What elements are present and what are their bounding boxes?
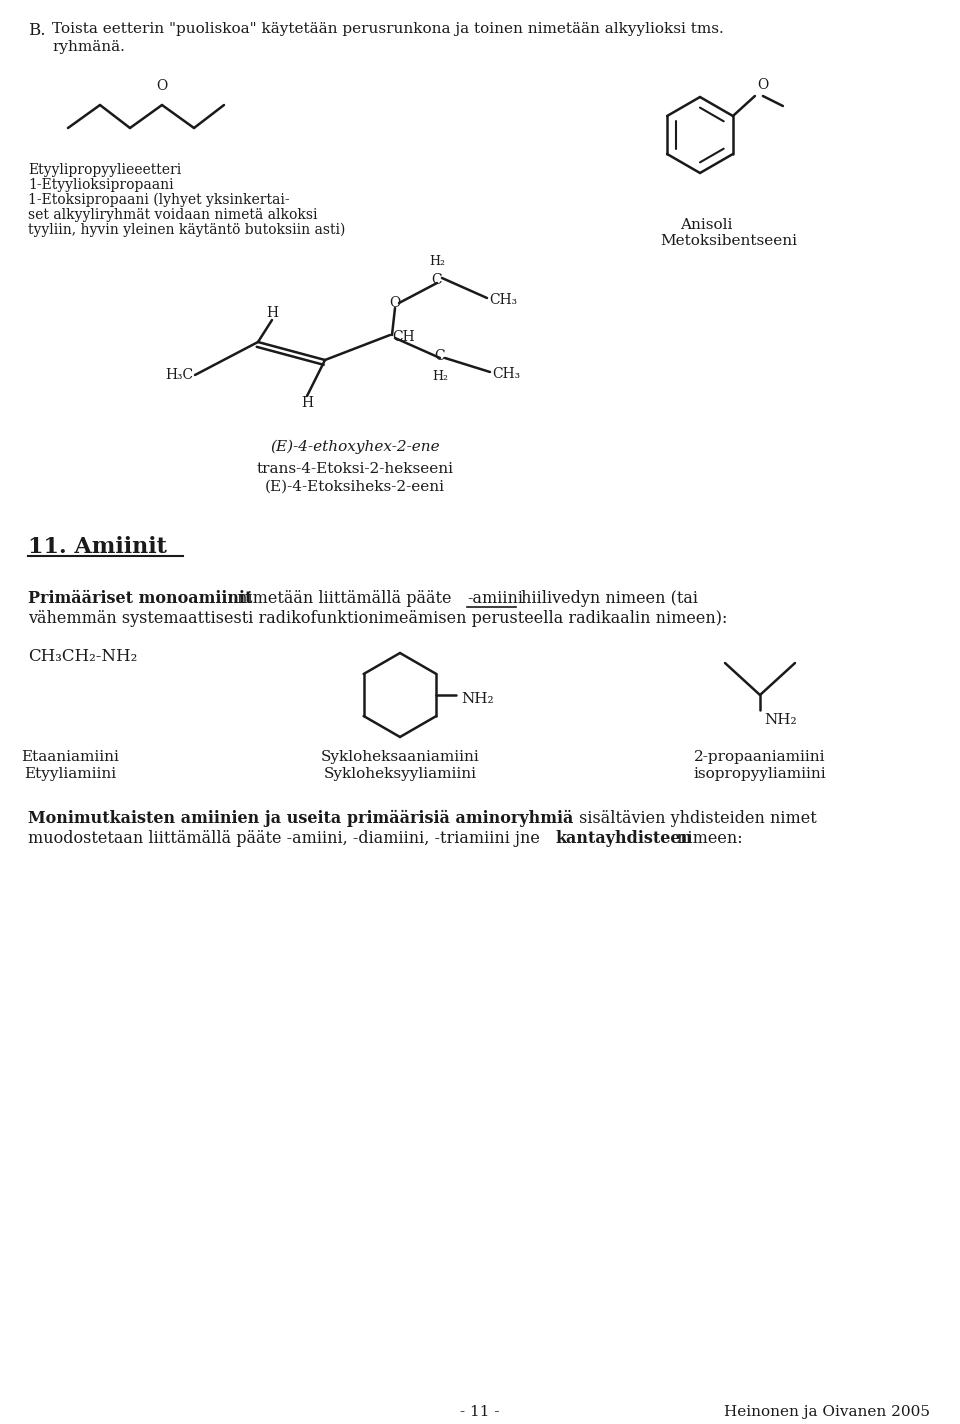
Text: Primääriset monoamiinit: Primääriset monoamiinit — [28, 590, 252, 607]
Text: CH: CH — [392, 330, 415, 345]
Text: Etyylipropyylieeetteri: Etyylipropyylieeetteri — [28, 162, 181, 177]
Text: Toista eetterin "puoliskoa" käytetään perusrunkona ja toinen nimetään alkyylioks: Toista eetterin "puoliskoa" käytetään pe… — [52, 21, 724, 36]
Text: O: O — [756, 78, 768, 93]
Text: H₂: H₂ — [432, 370, 448, 383]
Text: set alkyyliryhmät voidaan nimetä alkoksi: set alkyyliryhmät voidaan nimetä alkoksi — [28, 208, 318, 222]
Text: C: C — [432, 273, 443, 288]
Text: Anisoli: Anisoli — [680, 218, 732, 232]
Text: (E)-4-ethoxyhex-2-ene: (E)-4-ethoxyhex-2-ene — [270, 440, 440, 454]
Text: Monimutkaisten amiinien ja useita primäärisiä aminoryhmiä: Monimutkaisten amiinien ja useita primää… — [28, 810, 573, 827]
Text: hiilivedyn nimeen (tai: hiilivedyn nimeen (tai — [516, 590, 698, 607]
Text: Etyyliamiini: Etyyliamiini — [24, 768, 116, 780]
Text: 1-Etoksipropaani (lyhyet yksinkertai-: 1-Etoksipropaani (lyhyet yksinkertai- — [28, 194, 290, 208]
Text: CH₃: CH₃ — [492, 367, 520, 382]
Text: H: H — [266, 306, 278, 320]
Text: O: O — [156, 78, 168, 93]
Text: sisältävien yhdisteiden nimet: sisältävien yhdisteiden nimet — [574, 810, 817, 827]
Text: -amiini: -amiini — [467, 590, 523, 607]
Text: tyyliin, hyvin yleinen käytäntö butoksiin asti): tyyliin, hyvin yleinen käytäntö butoksii… — [28, 224, 346, 238]
Text: CH₃: CH₃ — [489, 293, 517, 308]
Text: muodostetaan liittämällä pääte -amiini, -diamiini, -triamiini jne: muodostetaan liittämällä pääte -amiini, … — [28, 830, 545, 847]
Text: nimeen:: nimeen: — [672, 830, 743, 847]
Text: Sykloheksyyliamiini: Sykloheksyyliamiini — [324, 768, 476, 780]
Text: Etaaniamiini: Etaaniamiini — [21, 750, 119, 765]
Text: H₂: H₂ — [429, 255, 445, 268]
Text: vähemmän systemaattisesti radikofunktionimeämisen perusteella radikaalin nimeen): vähemmän systemaattisesti radikofunktion… — [28, 609, 728, 627]
Text: nimetään liittämällä pääte: nimetään liittämällä pääte — [232, 590, 457, 607]
Text: 2-propaaniamiini: 2-propaaniamiini — [694, 750, 826, 765]
Text: Sykloheksaaniamiini: Sykloheksaaniamiini — [321, 750, 479, 765]
Text: C: C — [435, 349, 445, 363]
Text: H₃C: H₃C — [165, 367, 193, 382]
Text: B.: B. — [28, 21, 45, 38]
Text: CH₃CH₂-NH₂: CH₃CH₂-NH₂ — [28, 648, 137, 665]
Text: kantayhdisteen: kantayhdisteen — [555, 830, 692, 847]
Text: 1-Etyylioksipropaani: 1-Etyylioksipropaani — [28, 178, 174, 192]
Text: 11. Amiinit: 11. Amiinit — [28, 535, 167, 558]
Text: - 11 -: - 11 - — [460, 1405, 500, 1418]
Text: isopropyyliamiini: isopropyyliamiini — [694, 768, 827, 780]
Text: Metoksibentseeni: Metoksibentseeni — [660, 234, 797, 248]
Text: O: O — [390, 296, 400, 310]
Text: H: H — [301, 396, 313, 410]
Text: ryhmänä.: ryhmänä. — [52, 40, 125, 54]
Text: Heinonen ja Oivanen 2005: Heinonen ja Oivanen 2005 — [724, 1405, 930, 1418]
Text: trans-4-Etoksi-2-hekseeni: trans-4-Etoksi-2-hekseeni — [256, 461, 453, 476]
Text: NH₂: NH₂ — [764, 713, 797, 728]
Text: NH₂: NH₂ — [462, 692, 494, 706]
Text: (E)-4-Etoksiheks-2-eeni: (E)-4-Etoksiheks-2-eeni — [265, 480, 445, 494]
